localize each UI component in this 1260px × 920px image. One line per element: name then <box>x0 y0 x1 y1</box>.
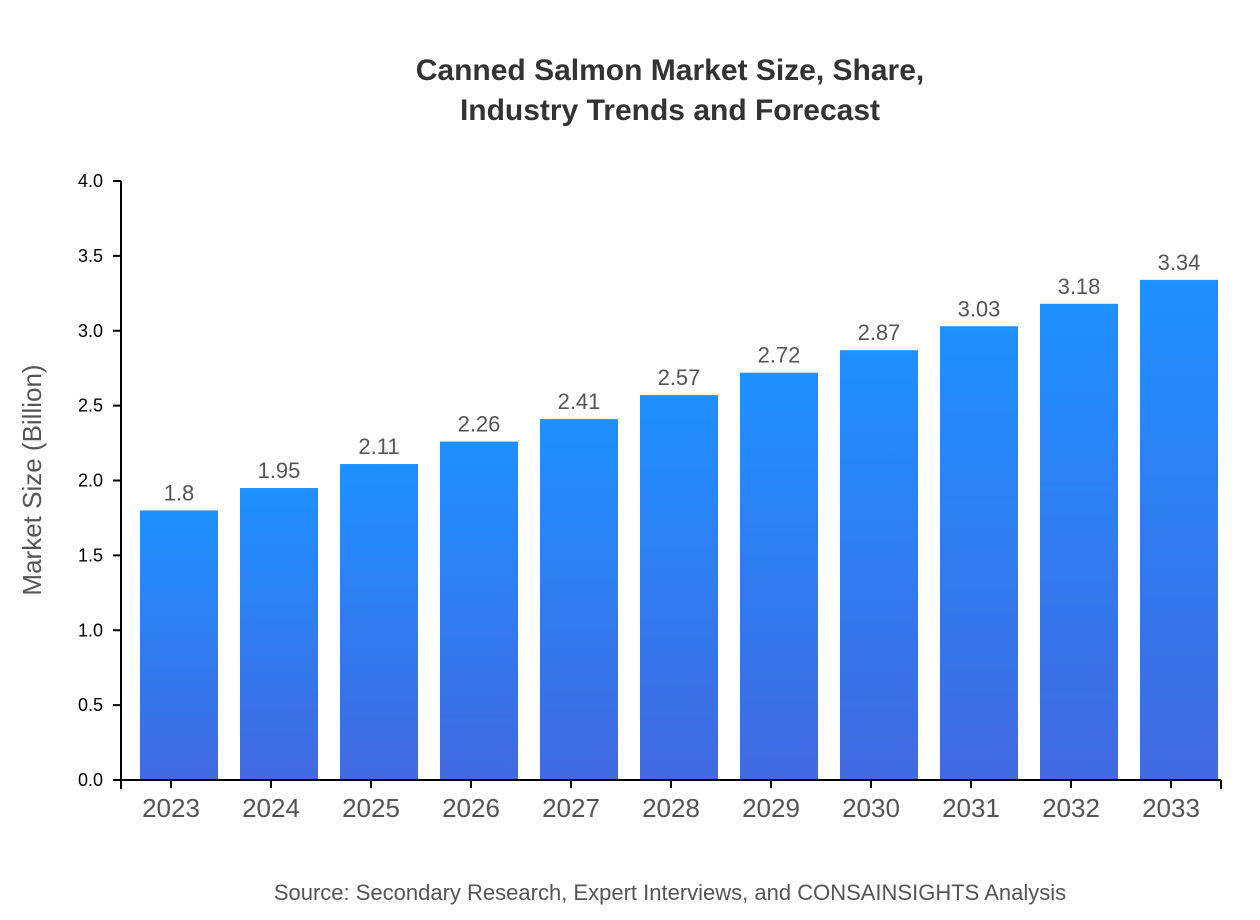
bar-2033 <box>1140 279 1218 780</box>
x-tick-label-2033: 2033 <box>1142 793 1200 823</box>
y-tick-label-1.0: 1.0 <box>78 620 103 640</box>
y-tick-label-2.0: 2.0 <box>78 471 103 491</box>
x-tick-label-2024: 2024 <box>242 793 300 823</box>
chart-title-line2: Industry Trends and Forecast <box>460 94 880 127</box>
x-tick-label-2029: 2029 <box>742 793 800 823</box>
data-label-2030: 2.87 <box>858 320 901 345</box>
y-tick-label-3.5: 3.5 <box>78 246 103 266</box>
bar-2031 <box>940 326 1018 780</box>
data-label-2023: 1.8 <box>164 480 195 505</box>
bar-2027 <box>540 419 618 780</box>
bar-2026 <box>440 441 518 780</box>
chart-title: Canned Salmon Market Size, Share, <box>416 54 925 87</box>
bar-2032 <box>1040 303 1118 780</box>
bar-2028 <box>640 395 718 780</box>
x-tick-label-2031: 2031 <box>942 793 1000 823</box>
y-tick-label-0.5: 0.5 <box>78 695 103 715</box>
data-label-2028: 2.57 <box>658 365 701 390</box>
data-label-2024: 1.95 <box>258 458 301 483</box>
source-note: Source: Secondary Research, Expert Inter… <box>274 880 1066 905</box>
data-label-2027: 2.41 <box>558 389 601 414</box>
x-tick-label-2032: 2032 <box>1042 793 1100 823</box>
data-label-2029: 2.72 <box>758 343 801 368</box>
bar-2030 <box>840 350 918 780</box>
x-tick-label-2026: 2026 <box>442 793 500 823</box>
bar-2024 <box>240 487 318 780</box>
y-tick-label-2.5: 2.5 <box>78 396 103 416</box>
x-tick-label-2025: 2025 <box>342 793 400 823</box>
y-tick-label-1.5: 1.5 <box>78 545 103 565</box>
y-tick-label-4.0: 4.0 <box>78 171 103 191</box>
x-tick-label-2030: 2030 <box>842 793 900 823</box>
data-label-2031: 3.03 <box>958 296 1001 321</box>
bar-2029 <box>740 372 818 780</box>
data-label-2032: 3.18 <box>1058 274 1101 299</box>
y-axis-label: Market Size (Billion) <box>17 364 47 595</box>
data-label-2026: 2.26 <box>458 412 501 437</box>
bar-2025 <box>340 464 418 780</box>
data-label-2033: 3.34 <box>1158 250 1201 275</box>
y-tick-label-0.0: 0.0 <box>78 770 103 790</box>
x-tick-label-2028: 2028 <box>642 793 700 823</box>
y-tick-label-3.0: 3.0 <box>78 321 103 341</box>
x-tick-label-2027: 2027 <box>542 793 600 823</box>
data-label-2025: 2.11 <box>358 434 399 459</box>
bar-2023 <box>140 510 218 780</box>
x-tick-label-2023: 2023 <box>142 793 200 823</box>
